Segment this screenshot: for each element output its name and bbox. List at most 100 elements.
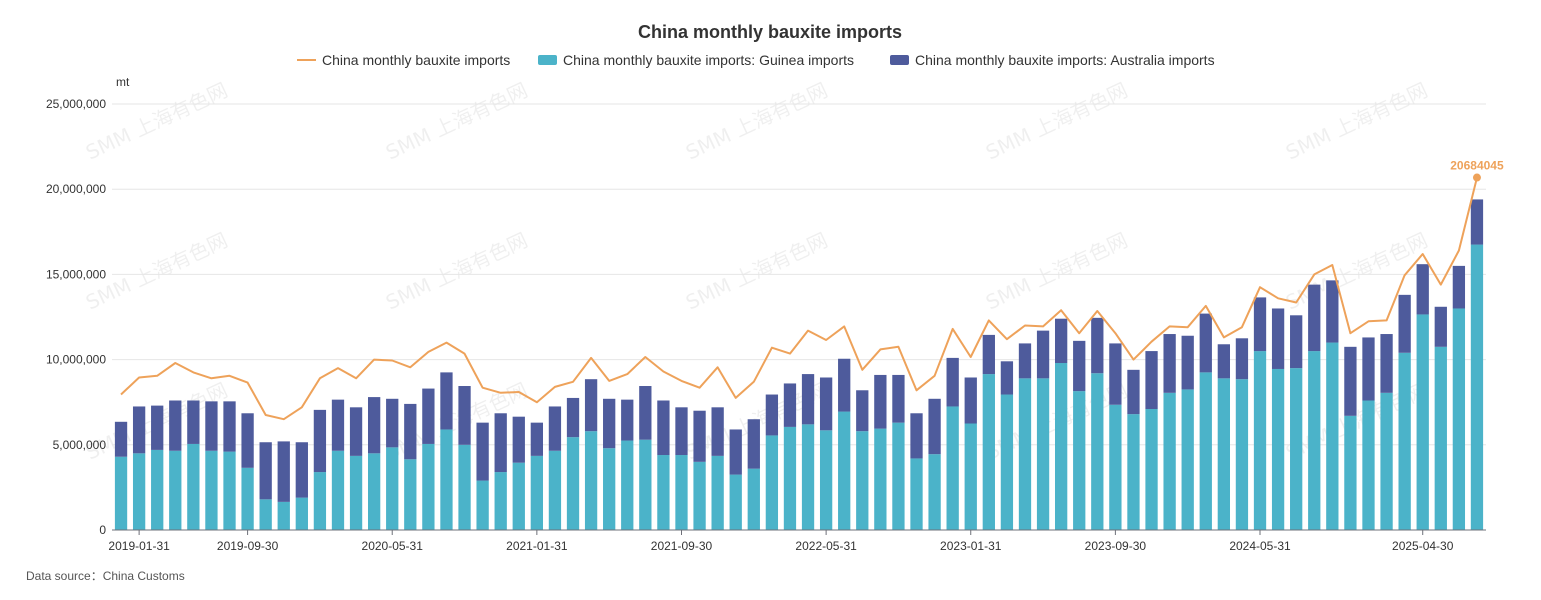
bar-guinea[interactable] <box>838 411 851 530</box>
bar-australia[interactable] <box>440 372 453 430</box>
bar-australia[interactable] <box>892 374 905 423</box>
bar-australia[interactable] <box>1308 284 1321 352</box>
bar-guinea[interactable] <box>259 499 272 530</box>
bar-australia[interactable] <box>621 399 634 441</box>
bar-guinea[interactable] <box>1054 363 1068 530</box>
bar-guinea[interactable] <box>1416 314 1429 530</box>
bar-guinea[interactable] <box>1199 372 1212 530</box>
bar-guinea[interactable] <box>1253 351 1267 530</box>
bar-australia[interactable] <box>801 374 815 425</box>
bar-australia[interactable] <box>114 421 128 457</box>
bar-guinea[interactable] <box>1308 351 1321 530</box>
bar-guinea[interactable] <box>440 429 453 530</box>
bar-guinea[interactable] <box>277 501 290 530</box>
bar-australia[interactable] <box>241 413 254 468</box>
bar-guinea[interactable] <box>603 448 616 530</box>
bar-australia[interactable] <box>1398 294 1411 353</box>
bar-australia[interactable] <box>1271 308 1285 369</box>
bar-guinea[interactable] <box>1091 373 1104 530</box>
bar-australia[interactable] <box>548 406 562 451</box>
bar-australia[interactable] <box>1380 334 1393 393</box>
legend-item-guinea[interactable]: China monthly bauxite imports: Guinea im… <box>538 52 854 68</box>
bar-australia[interactable] <box>566 397 580 438</box>
bar-australia[interactable] <box>1181 335 1194 390</box>
bar-australia[interactable] <box>783 383 797 427</box>
bar-guinea[interactable] <box>1181 389 1194 530</box>
bar-guinea[interactable] <box>169 450 182 530</box>
bar-australia[interactable] <box>657 400 670 456</box>
bar-australia[interactable] <box>1253 297 1267 352</box>
bar-guinea[interactable] <box>711 455 724 530</box>
bar-australia[interactable] <box>1290 315 1303 369</box>
bar-australia[interactable] <box>747 419 760 469</box>
bar-guinea[interactable] <box>1109 404 1122 530</box>
bar-guinea[interactable] <box>946 406 959 530</box>
bar-guinea[interactable] <box>1235 379 1249 530</box>
bar-australia[interactable] <box>1416 264 1429 315</box>
bar-guinea[interactable] <box>657 455 670 530</box>
bar-australia[interactable] <box>964 377 977 424</box>
bar-australia[interactable] <box>711 407 724 456</box>
bar-guinea[interactable] <box>584 431 598 530</box>
bar-guinea[interactable] <box>819 430 833 530</box>
bar-australia[interactable] <box>1018 343 1032 379</box>
bar-australia[interactable] <box>223 401 236 452</box>
bar-guinea[interactable] <box>512 462 525 530</box>
bar-australia[interactable] <box>1000 361 1014 395</box>
bar-guinea[interactable] <box>205 450 218 530</box>
bar-australia[interactable] <box>1362 337 1375 401</box>
bar-australia[interactable] <box>331 399 345 451</box>
bar-australia[interactable] <box>584 379 598 432</box>
bar-guinea[interactable] <box>1000 394 1014 530</box>
bar-guinea[interactable] <box>1163 392 1176 530</box>
bar-australia[interactable] <box>838 358 851 412</box>
bar-guinea[interactable] <box>295 497 308 530</box>
bar-australia[interactable] <box>151 405 164 450</box>
bar-guinea[interactable] <box>458 444 471 530</box>
bar-guinea[interactable] <box>1470 244 1484 530</box>
bar-guinea[interactable] <box>639 439 652 530</box>
bar-australia[interactable] <box>874 374 887 429</box>
bar-australia[interactable] <box>1073 340 1086 392</box>
bar-australia[interactable] <box>349 407 363 456</box>
bar-australia[interactable] <box>530 422 544 456</box>
bar-australia[interactable] <box>512 416 525 463</box>
bar-guinea[interactable] <box>1326 342 1339 530</box>
bar-guinea[interactable] <box>187 443 200 530</box>
bar-australia[interactable] <box>1452 265 1466 309</box>
bar-guinea[interactable] <box>530 455 544 530</box>
bar-guinea[interactable] <box>874 428 887 530</box>
bar-guinea[interactable] <box>729 474 742 530</box>
bar-guinea[interactable] <box>747 468 760 530</box>
bar-australia[interactable] <box>169 400 182 451</box>
legend-item-total[interactable]: China monthly bauxite imports <box>297 52 510 68</box>
bar-australia[interactable] <box>1434 306 1447 347</box>
bar-guinea[interactable] <box>928 454 941 530</box>
bar-guinea[interactable] <box>1127 414 1140 530</box>
bar-australia[interactable] <box>639 386 652 440</box>
bar-australia[interactable] <box>675 407 688 456</box>
bar-guinea[interactable] <box>422 443 435 530</box>
bar-australia[interactable] <box>205 401 218 451</box>
bar-guinea[interactable] <box>386 447 399 530</box>
bar-australia[interactable] <box>1127 369 1140 415</box>
bar-guinea[interactable] <box>964 423 977 531</box>
line-total-imports[interactable] <box>120 177 1478 421</box>
bar-australia[interactable] <box>458 386 471 445</box>
bar-guinea[interactable] <box>367 453 381 530</box>
bar-australia[interactable] <box>928 398 941 455</box>
bar-guinea[interactable] <box>476 480 489 530</box>
bar-australia[interactable] <box>1344 346 1357 416</box>
bar-guinea[interactable] <box>404 459 417 530</box>
bar-australia[interactable] <box>1054 318 1068 364</box>
bar-guinea[interactable] <box>1073 391 1086 530</box>
bar-guinea[interactable] <box>1145 409 1158 530</box>
bar-australia[interactable] <box>693 410 706 462</box>
bar-guinea[interactable] <box>114 456 128 530</box>
bar-australia[interactable] <box>367 397 381 454</box>
bar-guinea[interactable] <box>675 455 688 530</box>
bar-guinea[interactable] <box>1362 400 1375 530</box>
bar-australia[interactable] <box>476 422 489 481</box>
legend-item-australia[interactable]: China monthly bauxite imports: Australia… <box>890 52 1215 68</box>
bar-guinea[interactable] <box>892 422 905 530</box>
